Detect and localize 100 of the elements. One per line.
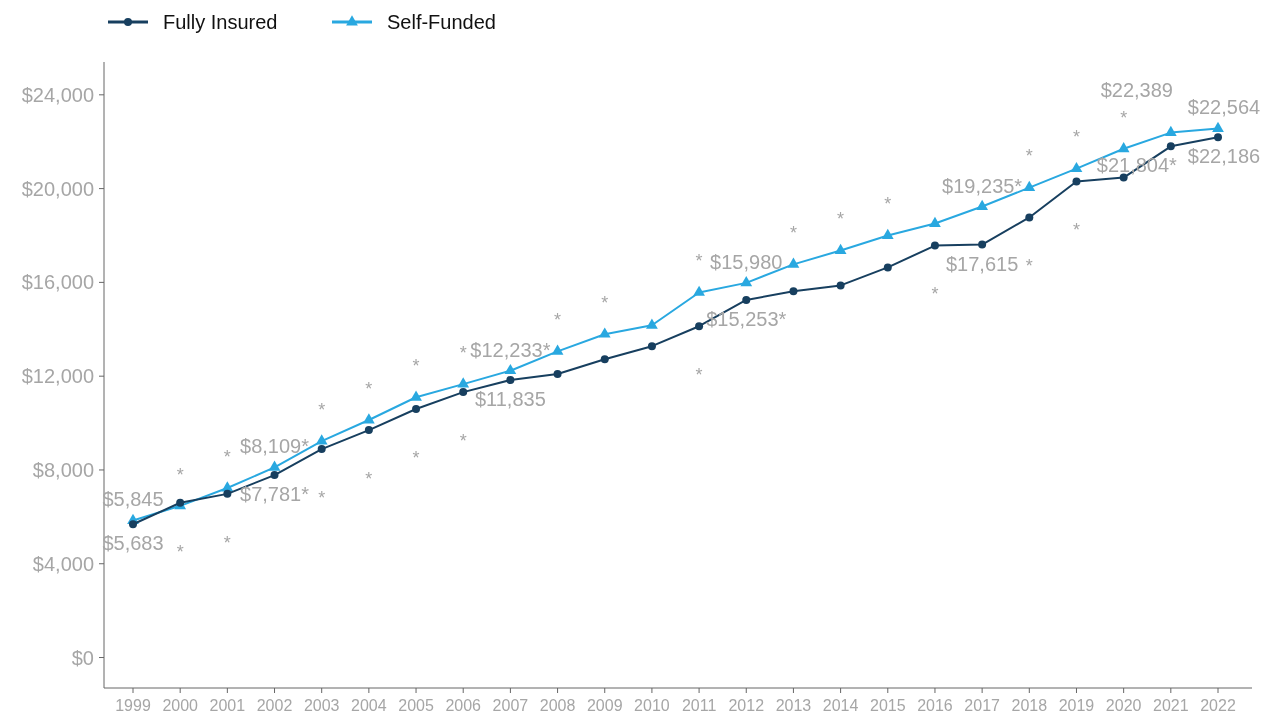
point bbox=[647, 342, 656, 351]
x-tick-label: 2010 bbox=[634, 697, 670, 714]
point bbox=[317, 445, 326, 454]
data-label: $15,980 bbox=[710, 250, 783, 273]
x-tick-label: 2003 bbox=[303, 697, 340, 714]
annotation: * bbox=[365, 468, 373, 489]
x-tick-label: 2006 bbox=[445, 697, 482, 714]
point bbox=[315, 434, 328, 445]
point bbox=[1164, 125, 1177, 136]
annotation: * bbox=[931, 284, 939, 305]
point bbox=[1025, 213, 1034, 222]
point bbox=[1117, 141, 1130, 153]
y-tick-label: $8,000 bbox=[32, 458, 94, 481]
annotation: * bbox=[459, 342, 467, 363]
x-tick-label: 2000 bbox=[162, 697, 199, 714]
y-tick-label: $12,000 bbox=[21, 365, 94, 388]
data-label: $17,615 bbox=[945, 252, 1019, 275]
x-tick-label: 1999 bbox=[115, 697, 151, 714]
x-tick-label: 2007 bbox=[492, 697, 529, 714]
point bbox=[410, 390, 422, 401]
annotation: * bbox=[884, 194, 892, 215]
x-tick-label: 2020 bbox=[1105, 697, 1142, 714]
point bbox=[598, 327, 611, 338]
annotation: * bbox=[601, 293, 609, 313]
point bbox=[976, 199, 989, 210]
annotation: * bbox=[837, 209, 845, 230]
annotation: * bbox=[1025, 146, 1033, 167]
annotation: * bbox=[1072, 127, 1080, 148]
data-label: $7,781* bbox=[240, 483, 310, 506]
point bbox=[1166, 142, 1175, 151]
point bbox=[412, 405, 421, 413]
x-tick-label: 2009 bbox=[586, 697, 623, 714]
point bbox=[789, 287, 798, 296]
data-label: $15,253* bbox=[706, 307, 787, 330]
y-tick-label: $0 bbox=[71, 646, 94, 669]
x-tick-label: 2001 bbox=[209, 697, 246, 714]
point bbox=[459, 388, 468, 397]
data-label: $22,389 bbox=[1100, 78, 1173, 101]
point bbox=[1070, 161, 1083, 173]
point bbox=[978, 240, 987, 249]
annotation: * bbox=[789, 223, 797, 244]
point bbox=[836, 281, 845, 290]
annotation: * bbox=[412, 447, 420, 468]
annotation: * bbox=[176, 464, 184, 485]
annotation: * bbox=[318, 487, 326, 508]
point bbox=[362, 413, 375, 424]
point bbox=[457, 377, 470, 388]
point bbox=[129, 520, 137, 529]
point bbox=[1072, 177, 1081, 186]
point bbox=[1212, 121, 1224, 132]
x-tick-label: 2015 bbox=[869, 697, 906, 714]
data-label: $22,186 bbox=[1187, 145, 1261, 168]
point bbox=[270, 471, 279, 480]
y-tick-label: $16,000 bbox=[21, 271, 94, 294]
annotation: * bbox=[695, 365, 703, 386]
point bbox=[787, 257, 800, 268]
x-tick-label: 2011 bbox=[681, 697, 717, 714]
y-tick-label: $20,000 bbox=[21, 177, 94, 200]
point bbox=[742, 295, 751, 304]
point bbox=[695, 322, 704, 331]
data-label: $11,835 bbox=[474, 388, 546, 411]
annotation: * bbox=[365, 378, 373, 399]
annotation: * bbox=[1072, 220, 1080, 241]
legend-label: Self-Funded bbox=[387, 11, 496, 33]
x-tick-label: 2013 bbox=[775, 697, 812, 714]
x-tick-label: 2014 bbox=[822, 697, 859, 714]
point bbox=[646, 318, 658, 329]
point bbox=[600, 355, 609, 364]
data-label: $19,235* bbox=[942, 174, 1023, 197]
x-tick-label: 2004 bbox=[351, 697, 387, 714]
data-label: $22,564 bbox=[1187, 96, 1261, 119]
y-tick-label: $4,000 bbox=[32, 552, 94, 575]
point bbox=[223, 489, 232, 498]
point bbox=[506, 376, 515, 385]
x-tick-label: 2005 bbox=[398, 697, 434, 714]
x-tick-label: 2012 bbox=[728, 697, 765, 714]
point bbox=[504, 363, 517, 375]
point bbox=[551, 344, 564, 355]
annotation: * bbox=[554, 310, 562, 331]
point bbox=[693, 285, 705, 296]
x-tick-label: 2021 bbox=[1153, 697, 1189, 714]
x-tick-label: 2018 bbox=[1011, 697, 1048, 714]
annotation: * bbox=[318, 399, 326, 420]
annotation: * bbox=[1025, 256, 1033, 277]
point bbox=[553, 370, 562, 379]
y-tick-label: $24,000 bbox=[21, 83, 94, 106]
annotation: * bbox=[412, 356, 420, 377]
annotation: * bbox=[223, 532, 231, 553]
data-label: $12,233* bbox=[470, 338, 551, 361]
x-tick-label: 2017 bbox=[964, 697, 1001, 714]
point bbox=[881, 228, 894, 239]
x-tick-label: 2008 bbox=[539, 697, 576, 714]
point bbox=[930, 241, 939, 250]
annotation: * bbox=[695, 251, 703, 272]
x-tick-label: 2016 bbox=[917, 697, 953, 714]
point bbox=[834, 243, 847, 254]
point bbox=[740, 276, 753, 287]
x-tick-label: 2022 bbox=[1200, 697, 1236, 714]
annotation: * bbox=[176, 541, 184, 562]
data-label: $8,109* bbox=[240, 435, 310, 458]
